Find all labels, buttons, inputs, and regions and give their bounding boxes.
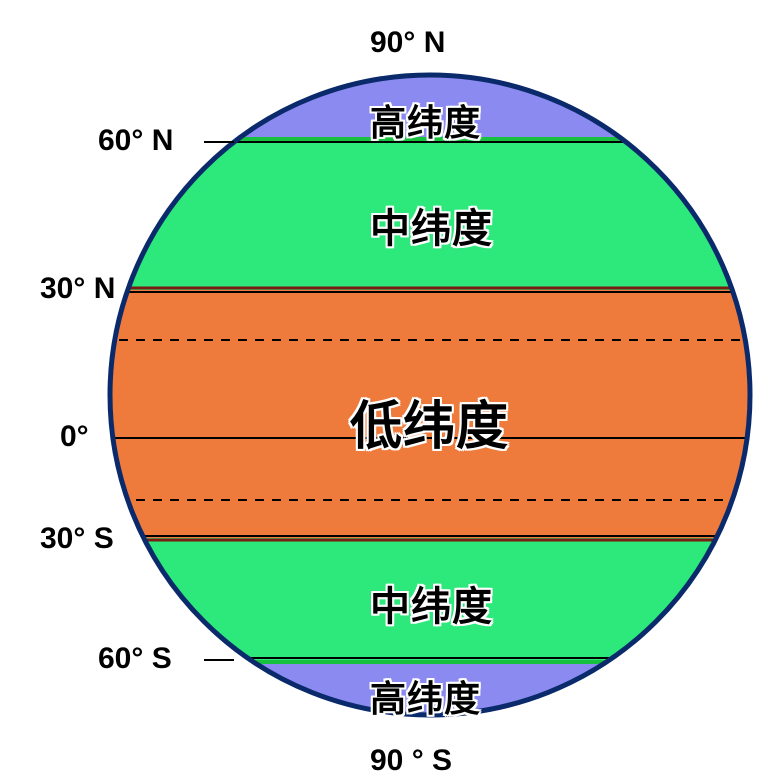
zone-label-high-north: 高纬度	[370, 94, 481, 146]
label-30s: 30° S	[40, 522, 114, 556]
label-60n: 60° N	[98, 124, 173, 158]
zone-label-high-south: 高纬度	[370, 670, 481, 722]
latitude-zones-diagram: 90° N 60° N 30° N 0° 30° S 60° S 90 ° S …	[0, 0, 768, 782]
label-60s: 60° S	[98, 642, 172, 676]
zone-label-mid-north: 中纬度	[370, 196, 493, 254]
zone-label-mid-south: 中纬度	[370, 574, 493, 632]
label-equator: 0°	[60, 420, 89, 454]
zone-label-low: 低纬度	[350, 384, 509, 459]
label-30n: 30° N	[40, 272, 115, 306]
label-90n: 90° N	[370, 26, 445, 60]
label-90s: 90 ° S	[370, 744, 452, 778]
